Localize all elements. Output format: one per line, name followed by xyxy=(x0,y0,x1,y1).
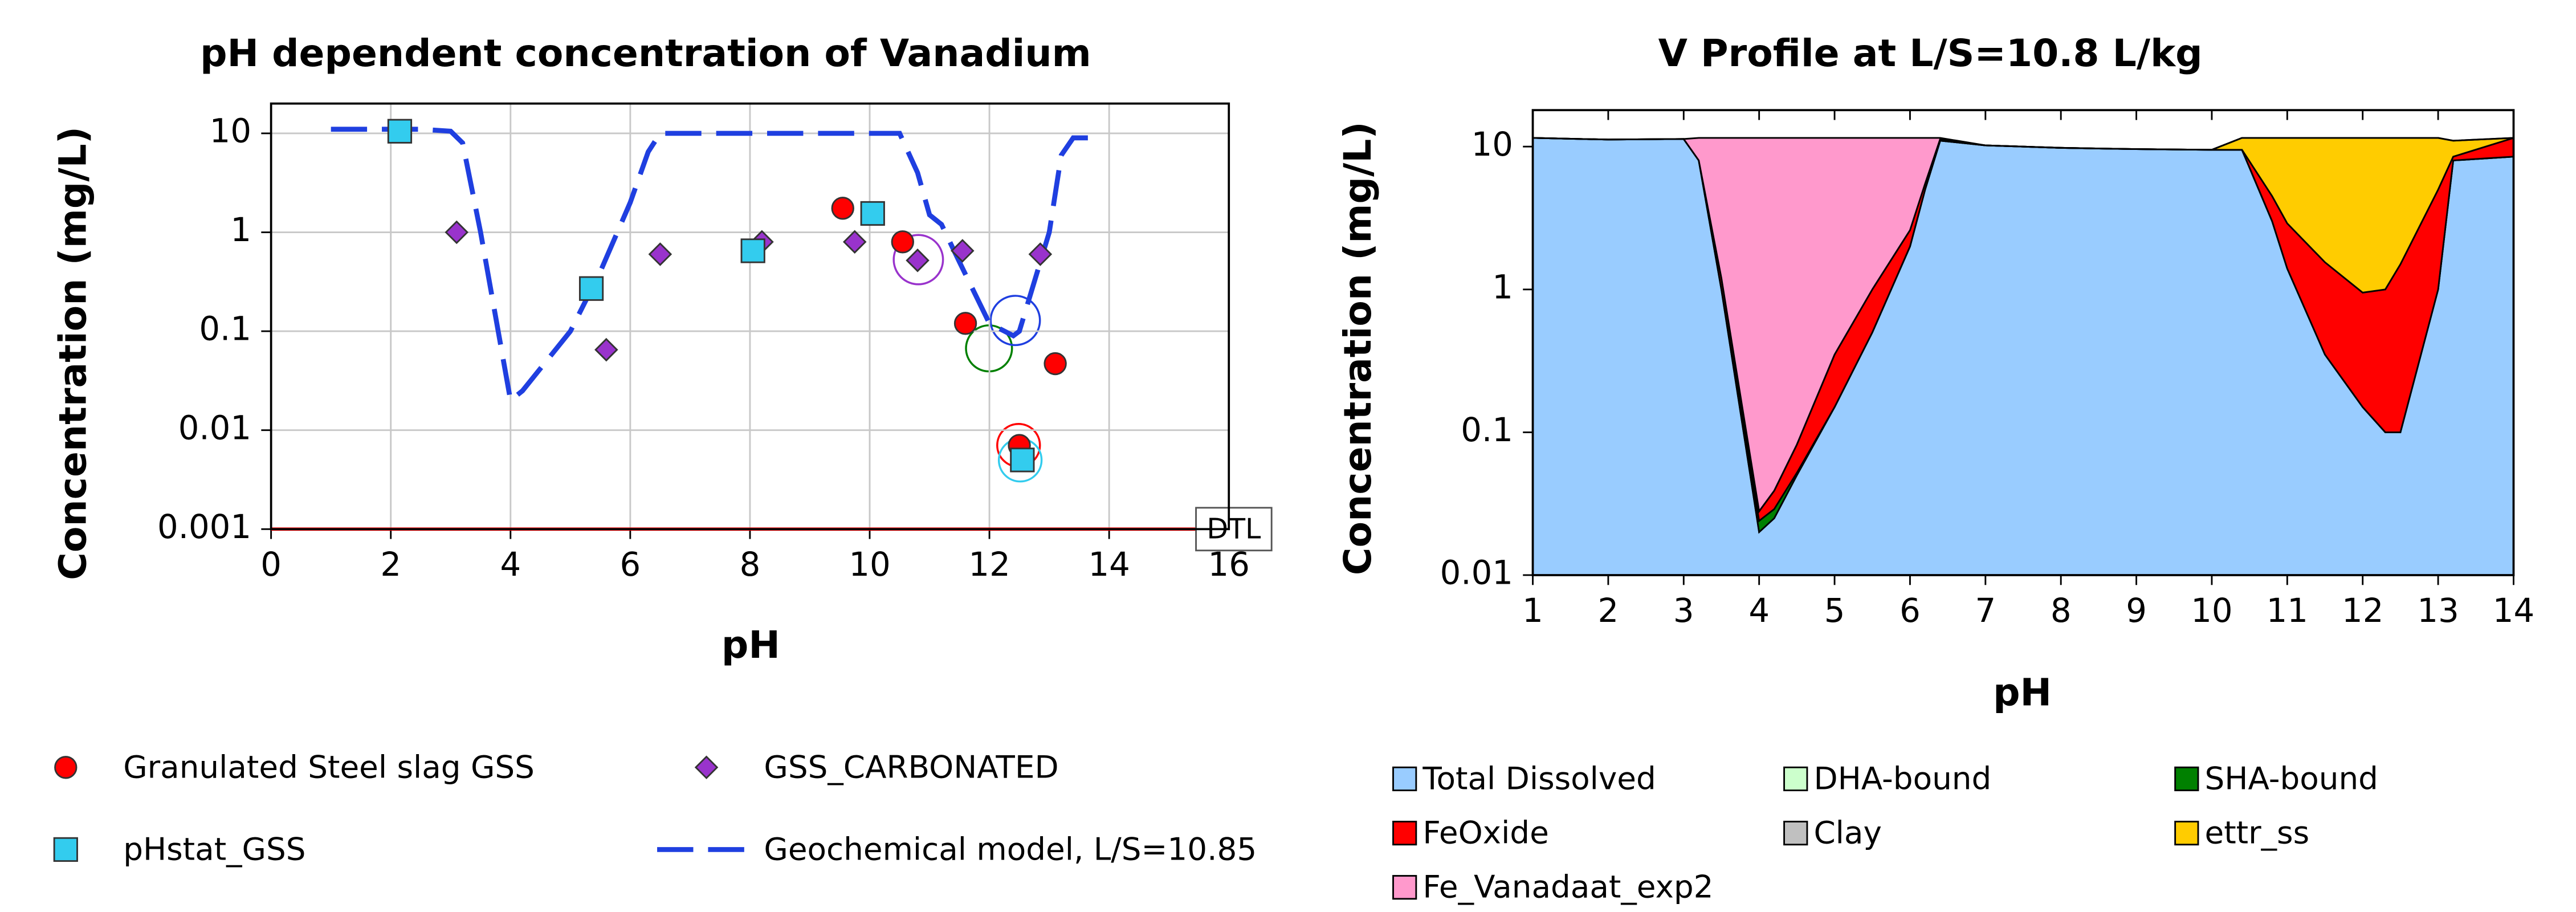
legend-label: Geochemical model, L/S=10.85 xyxy=(764,830,1257,867)
x-tick-label: 6 xyxy=(620,545,641,584)
point xyxy=(578,276,604,301)
x-tick-label: 10 xyxy=(2191,591,2232,630)
x-tick-label: 14 xyxy=(2493,591,2534,630)
point xyxy=(445,220,469,245)
point xyxy=(1028,242,1053,266)
y-tick-label: 10 xyxy=(1472,125,1513,164)
x-tick-label: 8 xyxy=(2051,591,2072,630)
y-tick-label: 0.1 xyxy=(1461,410,1513,449)
legend-swatch xyxy=(694,755,719,780)
y-tick-label: 0.01 xyxy=(1440,553,1513,592)
point xyxy=(860,201,885,226)
legend-label: ettr_ss xyxy=(2205,815,2310,851)
x-tick-label: 2 xyxy=(380,545,401,584)
x-tick-label: 13 xyxy=(2417,591,2459,630)
x-tick-label: 10 xyxy=(849,545,890,584)
legend-label: Fe_Vanadaat_exp2 xyxy=(1422,869,1713,905)
highlight-ring xyxy=(892,234,944,286)
legend-label: FeOxide xyxy=(1422,815,1548,851)
x-tick-label: 1 xyxy=(1522,591,1543,630)
point xyxy=(951,239,975,263)
legend-swatch xyxy=(1392,820,1417,846)
x-tick-label: 3 xyxy=(1673,591,1694,630)
legend-label: pHstat_GSS xyxy=(123,830,305,867)
point xyxy=(831,197,854,220)
point xyxy=(740,238,765,263)
plot-frame xyxy=(270,102,1230,531)
point xyxy=(842,230,867,254)
x-tick-label: 0 xyxy=(260,545,282,584)
x-tick-label: 2 xyxy=(1598,591,1619,630)
area xyxy=(1532,137,2514,514)
chart-title: pH dependent concentration of Vanadium xyxy=(200,31,1091,75)
chart-title: V Profile at L/S=10.8 L/kg xyxy=(1658,31,2203,75)
x-tick-label: 9 xyxy=(2126,591,2147,630)
y-tick-label: 0.1 xyxy=(199,310,251,348)
plot-frame xyxy=(1531,109,2515,576)
point xyxy=(906,249,930,272)
legend-swatch xyxy=(1392,875,1417,900)
legend-label: GSS_CARBONATED xyxy=(764,748,1058,785)
model-line xyxy=(331,127,1098,405)
y-axis-label: Concentration (mg/L) xyxy=(51,127,95,580)
x-tick-label: 8 xyxy=(740,545,761,584)
point xyxy=(648,242,672,266)
x-tick-label: 16 xyxy=(1208,545,1250,584)
legend-swatch xyxy=(53,837,78,862)
x-tick-label: 7 xyxy=(1975,591,1996,630)
legend-swatch xyxy=(2174,820,2199,846)
legend-swatch xyxy=(1392,766,1417,792)
legend-label: Granulated Steel slag GSS xyxy=(123,748,535,785)
x-tick-label: 6 xyxy=(1900,591,1921,630)
point xyxy=(891,230,914,254)
point xyxy=(1044,352,1067,376)
y-tick-label: 1 xyxy=(1492,267,1513,306)
x-axis-label: pH xyxy=(722,622,780,667)
legend-swatch xyxy=(1783,820,1808,846)
y-tick-label: 0.01 xyxy=(178,408,251,447)
y-tick-label: 10 xyxy=(210,112,251,150)
point xyxy=(594,337,618,362)
y-tick-label: 0.001 xyxy=(157,507,251,546)
x-tick-label: 4 xyxy=(1748,591,1770,630)
plot-area xyxy=(271,103,1229,530)
x-tick-label: 11 xyxy=(2267,591,2308,630)
point xyxy=(1010,447,1035,473)
legend-label: Total Dissolved xyxy=(1422,760,1656,796)
legend-label: Clay xyxy=(1813,815,1881,851)
x-axis-label: pH xyxy=(1993,670,2052,714)
legend-label: SHA-bound xyxy=(2205,760,2378,796)
x-tick-label: 14 xyxy=(1088,545,1130,584)
point xyxy=(387,119,413,144)
y-tick-label: 1 xyxy=(230,210,251,249)
x-tick-label: 12 xyxy=(2342,591,2383,630)
x-tick-label: 4 xyxy=(500,545,521,584)
highlight-ring xyxy=(989,295,1041,347)
plot-area xyxy=(1532,137,2514,575)
legend-swatch xyxy=(1783,766,1808,792)
x-tick-label: 5 xyxy=(1824,591,1845,630)
legend-swatch xyxy=(54,756,78,779)
legend-label: DHA-bound xyxy=(1813,760,1991,796)
point xyxy=(953,312,977,335)
x-tick-label: 12 xyxy=(968,545,1010,584)
y-axis-label: Concentration (mg/L) xyxy=(1335,121,1380,575)
legend-swatch xyxy=(2174,766,2199,792)
